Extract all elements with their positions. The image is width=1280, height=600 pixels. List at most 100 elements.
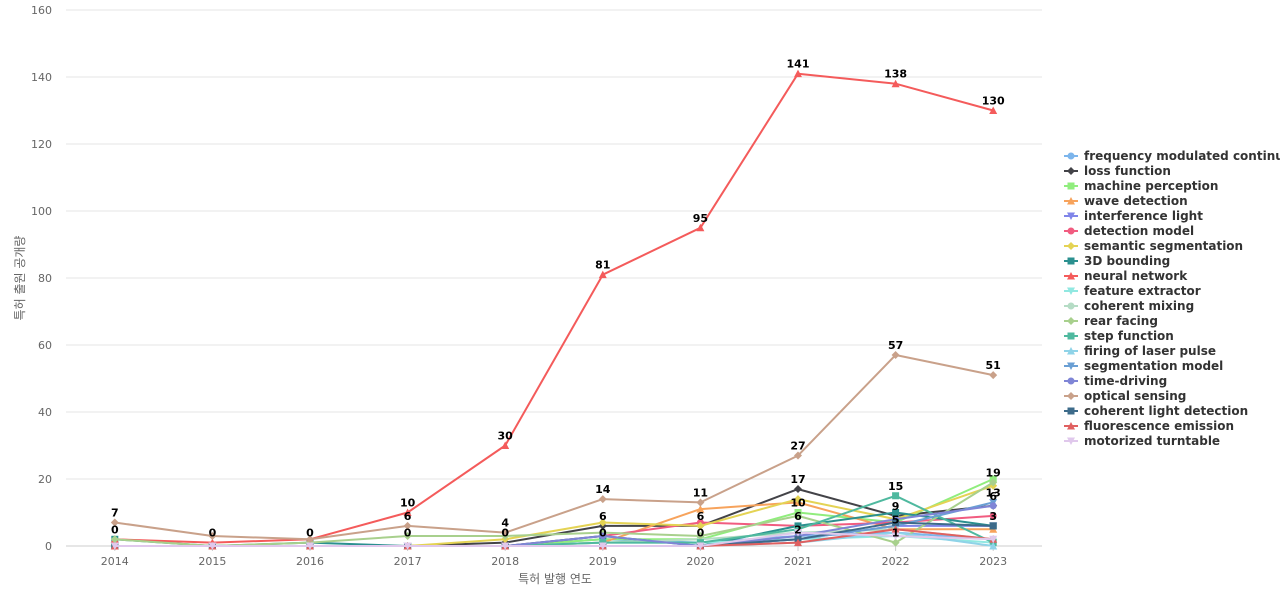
data-point[interactable]	[891, 79, 900, 88]
series-rear-facing	[110, 478, 998, 550]
data-point[interactable]	[794, 69, 802, 78]
legend-item[interactable]: optical sensing	[1064, 389, 1186, 403]
legend-symbol[interactable]	[1067, 197, 1075, 205]
data-point[interactable]	[696, 223, 705, 232]
data-point[interactable]	[794, 451, 802, 460]
legend-item[interactable]: wave detection	[1064, 194, 1188, 208]
data-point[interactable]	[892, 492, 900, 500]
data-point[interactable]	[403, 508, 412, 517]
data-point[interactable]	[891, 525, 900, 533]
data-point[interactable]	[989, 522, 997, 530]
legend-symbol[interactable]	[1067, 272, 1075, 280]
legend-item[interactable]: segmentation model	[1064, 359, 1223, 373]
legend-symbol[interactable]	[1067, 407, 1075, 415]
data-point[interactable]	[989, 371, 998, 380]
data-point[interactable]	[598, 495, 607, 504]
legend-symbol[interactable]	[1067, 392, 1075, 400]
legend-item[interactable]: 3D bounding	[1064, 254, 1170, 268]
legend-item[interactable]: loss function	[1064, 164, 1171, 178]
legend-item[interactable]: coherent mixing	[1064, 299, 1194, 313]
legend-item[interactable]: feature extractor	[1064, 284, 1201, 298]
data-point[interactable]	[501, 441, 510, 450]
data-point[interactable]	[989, 542, 998, 550]
series-line[interactable]	[114, 72, 994, 544]
legend-item[interactable]: neural network	[1064, 269, 1188, 283]
legend-symbol[interactable]	[1067, 377, 1075, 385]
series-line[interactable]	[114, 481, 994, 547]
data-label: 0	[111, 523, 119, 536]
data-point[interactable]	[696, 521, 705, 530]
legend-symbol[interactable]	[1067, 257, 1075, 265]
data-point[interactable]	[403, 521, 412, 530]
data-point[interactable]	[891, 532, 900, 540]
legend-symbol[interactable]	[1067, 317, 1075, 325]
legend-symbol[interactable]	[1067, 437, 1075, 446]
legend-item[interactable]: frequency modulated continu...	[1064, 149, 1280, 163]
legend-item[interactable]: detection model	[1064, 224, 1194, 238]
data-point[interactable]	[110, 518, 119, 527]
data-point[interactable]	[501, 528, 510, 537]
data-point[interactable]	[696, 505, 705, 513]
legend-symbol[interactable]	[1067, 332, 1075, 340]
legend-symbol[interactable]	[1067, 362, 1075, 371]
data-point[interactable]	[891, 351, 900, 360]
data-point[interactable]	[208, 531, 217, 540]
series-line[interactable]	[114, 354, 994, 541]
data-point[interactable]	[989, 502, 997, 510]
legend-item[interactable]: step function	[1064, 329, 1174, 343]
legend-item[interactable]: machine perception	[1064, 179, 1218, 193]
data-point[interactable]	[892, 509, 900, 516]
data-point[interactable]	[989, 535, 998, 544]
data-point[interactable]	[696, 498, 705, 507]
data-point[interactable]	[599, 532, 607, 540]
legend-item[interactable]: coherent light detection	[1064, 404, 1248, 418]
data-point[interactable]	[989, 512, 997, 520]
legend-item[interactable]: interference light	[1064, 209, 1203, 223]
data-point[interactable]	[794, 485, 802, 494]
data-point[interactable]	[110, 542, 119, 551]
series-optical-sensing	[110, 351, 998, 544]
data-point[interactable]	[501, 542, 510, 551]
data-point[interactable]	[696, 531, 705, 540]
legend-symbol[interactable]	[1067, 347, 1075, 355]
legend-item[interactable]: motorized turntable	[1064, 434, 1220, 448]
legend-symbol[interactable]	[1067, 422, 1075, 430]
legend-symbol[interactable]	[1067, 167, 1075, 175]
data-point[interactable]	[794, 538, 802, 547]
data-point[interactable]	[306, 535, 314, 544]
data-label: 5	[892, 513, 900, 526]
legend-label: frequency modulated continu...	[1084, 149, 1280, 163]
data-point[interactable]	[989, 478, 998, 487]
data-point[interactable]	[892, 519, 900, 527]
data-point[interactable]	[208, 542, 217, 551]
data-point[interactable]	[989, 106, 998, 115]
legend-item[interactable]: fluorescence emission	[1064, 419, 1234, 433]
data-point[interactable]	[598, 270, 607, 279]
data-point[interactable]	[110, 535, 119, 544]
legend-symbol[interactable]	[1067, 287, 1075, 296]
legend-item[interactable]: time-driving	[1064, 374, 1167, 388]
legend-symbol[interactable]	[1067, 182, 1075, 190]
data-point[interactable]	[403, 531, 412, 540]
legend-label: rear facing	[1084, 314, 1158, 328]
data-point[interactable]	[306, 542, 314, 551]
data-point[interactable]	[598, 518, 607, 527]
x-tick-label: 2021	[784, 555, 812, 568]
legend-symbol[interactable]	[1067, 152, 1075, 160]
legend-item[interactable]: semantic segmentation	[1064, 239, 1243, 253]
legend-item[interactable]: firing of laser pulse	[1064, 344, 1216, 358]
legend-symbol[interactable]	[1067, 242, 1075, 250]
legend-symbol[interactable]	[1067, 227, 1075, 235]
data-point[interactable]	[794, 511, 802, 520]
series-line[interactable]	[114, 531, 994, 547]
legend-symbol[interactable]	[1067, 302, 1075, 310]
data-point[interactable]	[891, 538, 900, 547]
data-point[interactable]	[403, 542, 412, 551]
y-tick-label: 100	[31, 205, 52, 218]
data-point[interactable]	[794, 529, 802, 537]
data-point[interactable]	[696, 542, 705, 551]
data-point[interactable]	[598, 542, 607, 551]
data-point[interactable]	[794, 495, 802, 504]
legend-item[interactable]: rear facing	[1064, 314, 1158, 328]
legend-symbol[interactable]	[1067, 212, 1075, 221]
